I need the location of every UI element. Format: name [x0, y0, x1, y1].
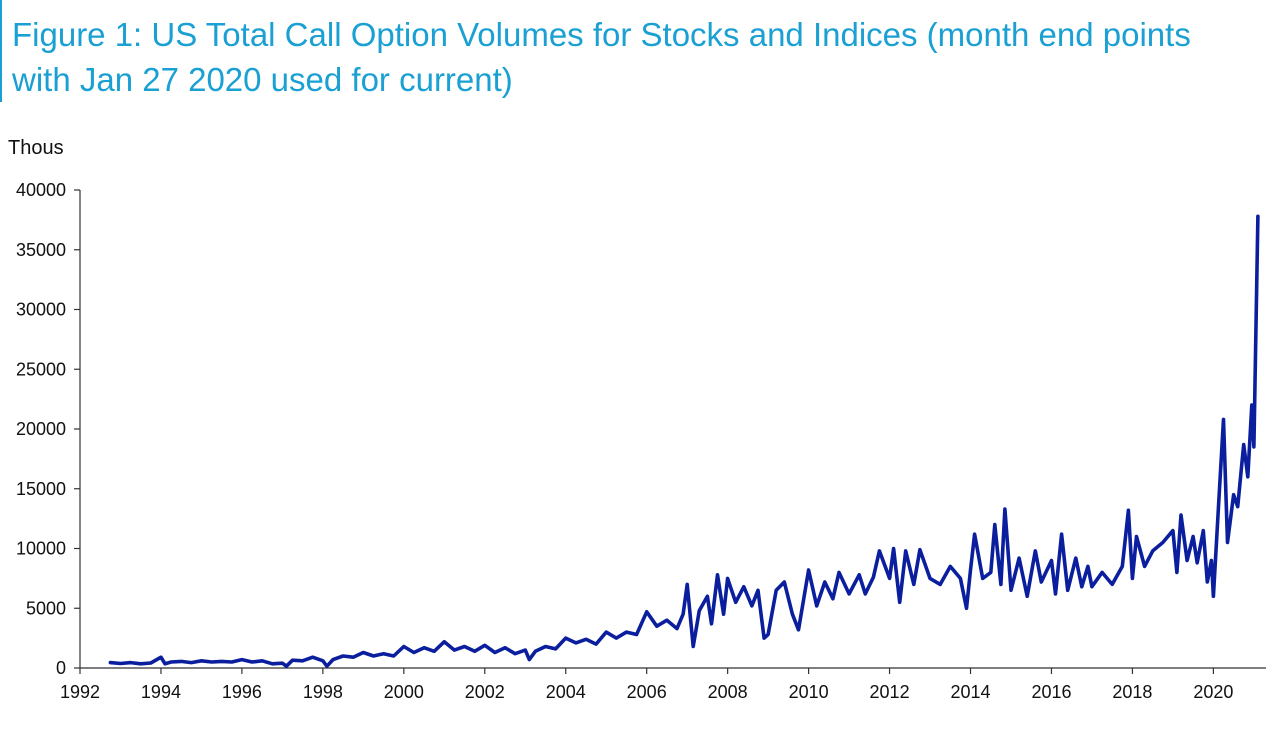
- x-tick-label: 1996: [222, 682, 262, 702]
- y-tick-label: 5000: [26, 598, 66, 618]
- y-tick-label: 35000: [16, 240, 66, 260]
- y-tick-label: 15000: [16, 479, 66, 499]
- chart-axes: Thous: [8, 137, 1266, 669]
- x-tick-label: 2004: [546, 682, 586, 702]
- series-line-0: [108, 214, 1260, 668]
- y-axis-unit-label: Thous: [8, 137, 64, 159]
- x-tick-label: 1998: [303, 682, 343, 702]
- y-tick-label: 20000: [16, 419, 66, 439]
- y-tick-label: 40000: [16, 180, 66, 200]
- x-tick-label: 2014: [950, 682, 990, 702]
- x-tick-label: 2018: [1112, 682, 1152, 702]
- x-tick-label: 2000: [384, 682, 424, 702]
- figure-title-block: Figure 1: US Total Call Option Volumes f…: [0, 0, 1280, 102]
- x-tick-label: 2008: [708, 682, 748, 702]
- y-tick-label: 0: [56, 658, 66, 678]
- x-tick-label: 1994: [141, 682, 181, 702]
- y-tick-label: 30000: [16, 300, 66, 320]
- x-tick-label: 2012: [870, 682, 910, 702]
- y-tick-label: 25000: [16, 359, 66, 379]
- x-tick-label: 2010: [789, 682, 829, 702]
- x-tick-label: 1992: [60, 682, 100, 702]
- chart-series: [108, 214, 1260, 668]
- x-tick-label: 2002: [465, 682, 505, 702]
- chart-ticks: 0 5000 10000 15000 20000 25000 30000 35000 40000…: [16, 180, 1233, 702]
- figure-title: Figure 1: US Total Call Option Volumes f…: [12, 16, 1191, 98]
- x-tick-label: 2020: [1193, 682, 1233, 702]
- x-tick-label: 2006: [627, 682, 667, 702]
- y-tick-label: 10000: [16, 539, 66, 559]
- x-tick-label: 2016: [1031, 682, 1071, 702]
